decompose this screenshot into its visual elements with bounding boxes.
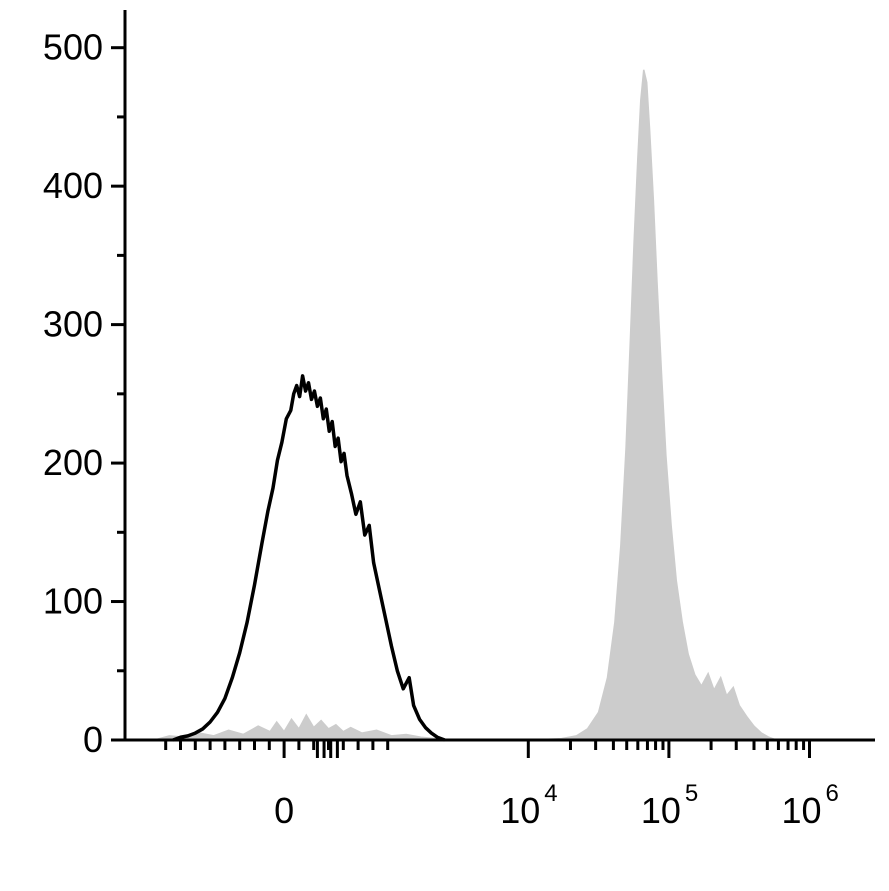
x-axis-tick-label-base: 10 bbox=[781, 790, 821, 831]
x-axis-tick-label-exp: 6 bbox=[826, 780, 839, 807]
unstained-control-histogram bbox=[173, 376, 445, 740]
y-axis-tick-label: 200 bbox=[43, 442, 103, 483]
y-axis-tick-label: 0 bbox=[83, 719, 103, 760]
x-axis-tick-label-exp: 5 bbox=[685, 780, 698, 807]
y-axis-tick-label: 400 bbox=[43, 165, 103, 206]
stained-sample-histogram bbox=[155, 70, 777, 740]
x-axis-tick-label-base: 10 bbox=[500, 790, 540, 831]
x-axis-tick-label-base: 10 bbox=[641, 790, 681, 831]
y-axis-tick-label: 100 bbox=[43, 581, 103, 622]
x-axis-tick-label: 0 bbox=[274, 790, 294, 831]
y-axis-tick-label: 500 bbox=[43, 27, 103, 68]
flow-cytometry-chart: 01002003004005000104105106 bbox=[0, 0, 889, 891]
y-axis-tick-label: 300 bbox=[43, 304, 103, 345]
x-axis-tick-label-exp: 4 bbox=[544, 780, 557, 807]
chart-svg: 01002003004005000104105106 bbox=[0, 0, 889, 891]
